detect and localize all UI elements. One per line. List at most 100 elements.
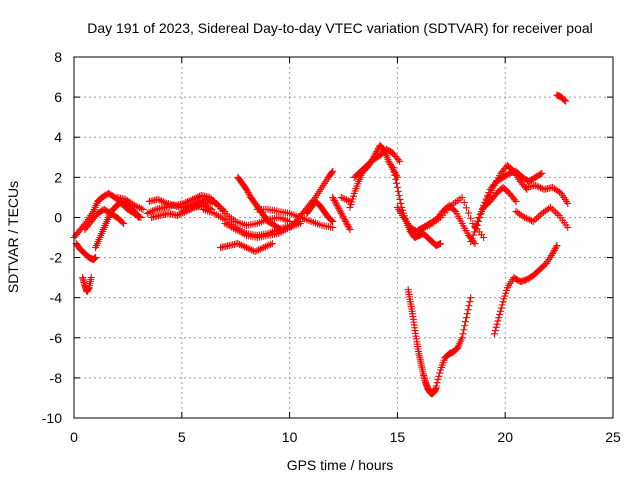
y-tick-label: 2: [54, 169, 62, 185]
data-point: [192, 194, 200, 202]
data-point: [396, 195, 404, 203]
data-point: [394, 187, 402, 195]
data-point: [549, 248, 557, 256]
data-point: [239, 242, 247, 250]
data-point: [458, 334, 466, 342]
data-point: [459, 330, 467, 338]
data-point: [334, 203, 342, 211]
data-point: [346, 225, 354, 233]
data-point: [549, 250, 557, 258]
data-point: [337, 193, 345, 201]
data-point: [251, 248, 259, 256]
data-point: [105, 212, 113, 220]
data-point: [337, 209, 345, 217]
data-point: [329, 167, 337, 175]
data-point: [562, 97, 570, 105]
data-point: [341, 195, 349, 203]
x-tick-label: 5: [178, 429, 186, 445]
data-point: [328, 217, 336, 225]
data-point: [267, 240, 275, 248]
data-point: [556, 188, 564, 196]
data-point: [345, 224, 353, 232]
data-point: [346, 197, 354, 205]
data-point: [245, 190, 253, 198]
x-tick-label: 15: [390, 429, 406, 445]
data-point: [450, 206, 458, 214]
data-point: [344, 222, 352, 230]
data-point: [550, 246, 558, 254]
series-s6: [113, 193, 147, 213]
data-point: [261, 243, 269, 251]
data-point: [209, 197, 217, 205]
data-point: [521, 213, 529, 221]
data-point: [243, 187, 251, 195]
x-axis-label: GPS time / hours: [287, 457, 394, 473]
data-point: [452, 345, 460, 353]
data-point: [246, 245, 254, 253]
data-point: [467, 214, 475, 222]
series-s21: [337, 193, 354, 205]
data-point: [394, 156, 402, 164]
data-point: [342, 217, 350, 225]
data-point: [546, 203, 554, 211]
data-point: [393, 183, 401, 191]
data-point: [343, 221, 351, 229]
axis-ticks: [73, 56, 614, 419]
data-point: [187, 196, 195, 204]
data-point: [92, 254, 100, 262]
data-point: [511, 196, 519, 204]
y-tick-label: -2: [50, 250, 63, 266]
data-point: [328, 169, 336, 177]
data-point: [374, 146, 382, 154]
plot-frame: [73, 56, 614, 419]
data-point: [241, 243, 249, 251]
y-tick-label: -10: [42, 410, 62, 426]
data-point: [194, 193, 202, 201]
data-point: [490, 330, 498, 338]
data-point: [329, 223, 337, 231]
data-point: [248, 246, 256, 254]
data-point: [493, 320, 501, 328]
data-point: [435, 372, 443, 380]
data-point: [466, 298, 474, 306]
data-point: [118, 218, 126, 226]
data-point: [392, 175, 400, 183]
data-point: [552, 208, 560, 216]
data-point: [331, 198, 339, 206]
y-axis-label: SDTVAR / TECUs: [5, 181, 21, 293]
data-point: [492, 323, 500, 331]
data-point: [476, 211, 484, 219]
data-point: [560, 96, 568, 104]
data-point: [437, 240, 445, 248]
data-point: [130, 201, 138, 209]
data-point: [134, 203, 142, 211]
data-point: [512, 197, 520, 205]
data-point: [469, 231, 477, 239]
data-point: [132, 202, 140, 210]
data-point: [387, 162, 395, 170]
data-point: [467, 294, 475, 302]
series-s29: [480, 183, 520, 211]
data-point: [256, 245, 264, 253]
data-point: [161, 199, 169, 207]
data-point: [498, 301, 506, 309]
data-point: [436, 369, 444, 377]
data-point: [461, 322, 469, 330]
data-point: [433, 379, 441, 387]
data-point: [373, 148, 381, 156]
data-point: [148, 207, 156, 215]
series-s18: [329, 193, 354, 233]
data-point: [494, 317, 502, 325]
y-tick-label: 8: [54, 49, 62, 65]
data-point: [339, 213, 347, 221]
data-point: [564, 223, 572, 231]
data-point: [391, 171, 399, 179]
data-point: [277, 225, 285, 233]
series-s20: [350, 145, 404, 181]
data-point: [462, 318, 470, 326]
data-point: [159, 198, 167, 206]
data-point: [136, 204, 144, 212]
data-point: [552, 243, 560, 251]
data-point: [528, 217, 536, 225]
data-point: [472, 220, 480, 228]
